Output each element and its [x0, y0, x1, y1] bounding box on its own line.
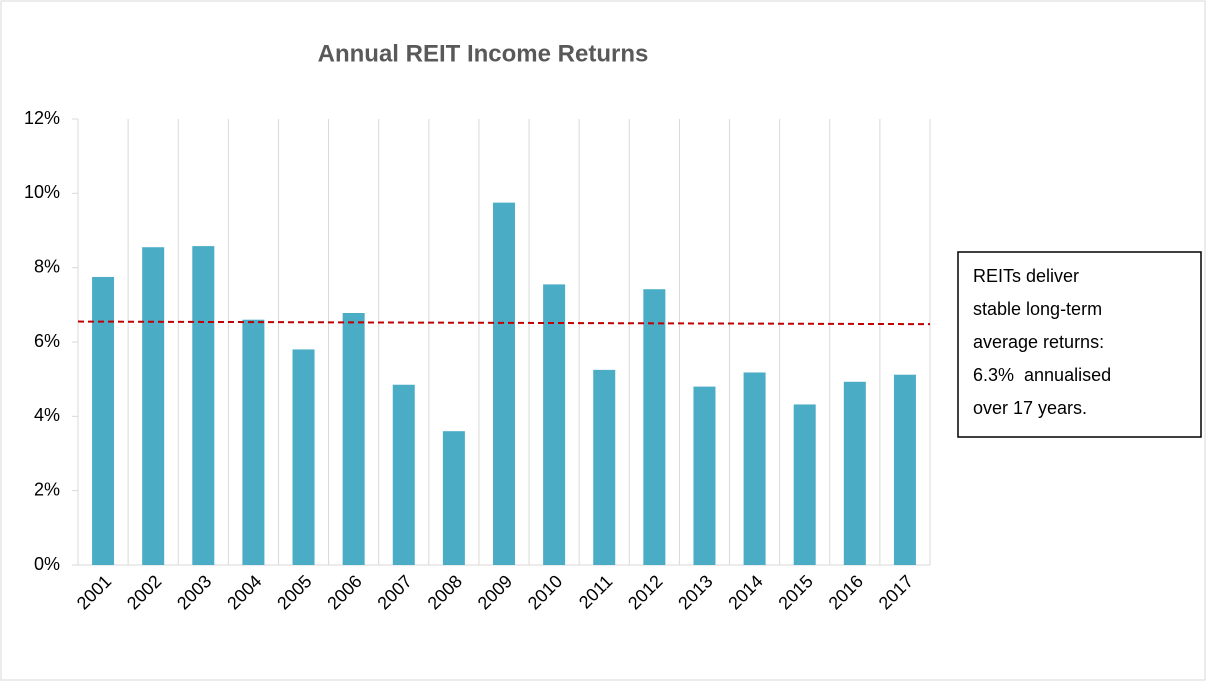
y-tick-label: 0%	[34, 554, 60, 574]
bar	[242, 319, 265, 565]
bar	[493, 202, 515, 565]
bar	[92, 276, 115, 565]
chart-title: Annual REIT Income Returns	[318, 40, 649, 67]
bar	[342, 313, 365, 565]
annotation-line: over 17 years.	[973, 398, 1087, 418]
reference-line	[77, 320, 931, 326]
y-tick-label: 6%	[34, 331, 60, 351]
annotation-line: stable long-term	[973, 299, 1102, 319]
y-tick-label: 4%	[34, 405, 60, 425]
bar	[743, 372, 766, 565]
bar	[593, 369, 616, 565]
y-tick-label: 10%	[24, 182, 60, 202]
bar	[893, 374, 916, 565]
annotation-line: REITs deliver	[973, 266, 1079, 286]
annotation-box	[957, 251, 1202, 438]
annotation-line: 6.3% annualised	[973, 365, 1111, 385]
bar	[843, 381, 866, 565]
bar	[192, 246, 215, 566]
annotation-line: average returns:	[973, 332, 1104, 352]
y-tick-label: 12%	[24, 108, 60, 128]
y-tick-label: 2%	[34, 479, 60, 499]
bar	[392, 384, 415, 565]
bar	[543, 284, 566, 565]
y-tick-label: 8%	[34, 256, 60, 276]
bar	[442, 431, 465, 565]
bar	[292, 349, 315, 565]
bar	[693, 386, 716, 565]
bar	[793, 404, 816, 565]
bar	[643, 289, 666, 565]
bar	[142, 247, 165, 565]
